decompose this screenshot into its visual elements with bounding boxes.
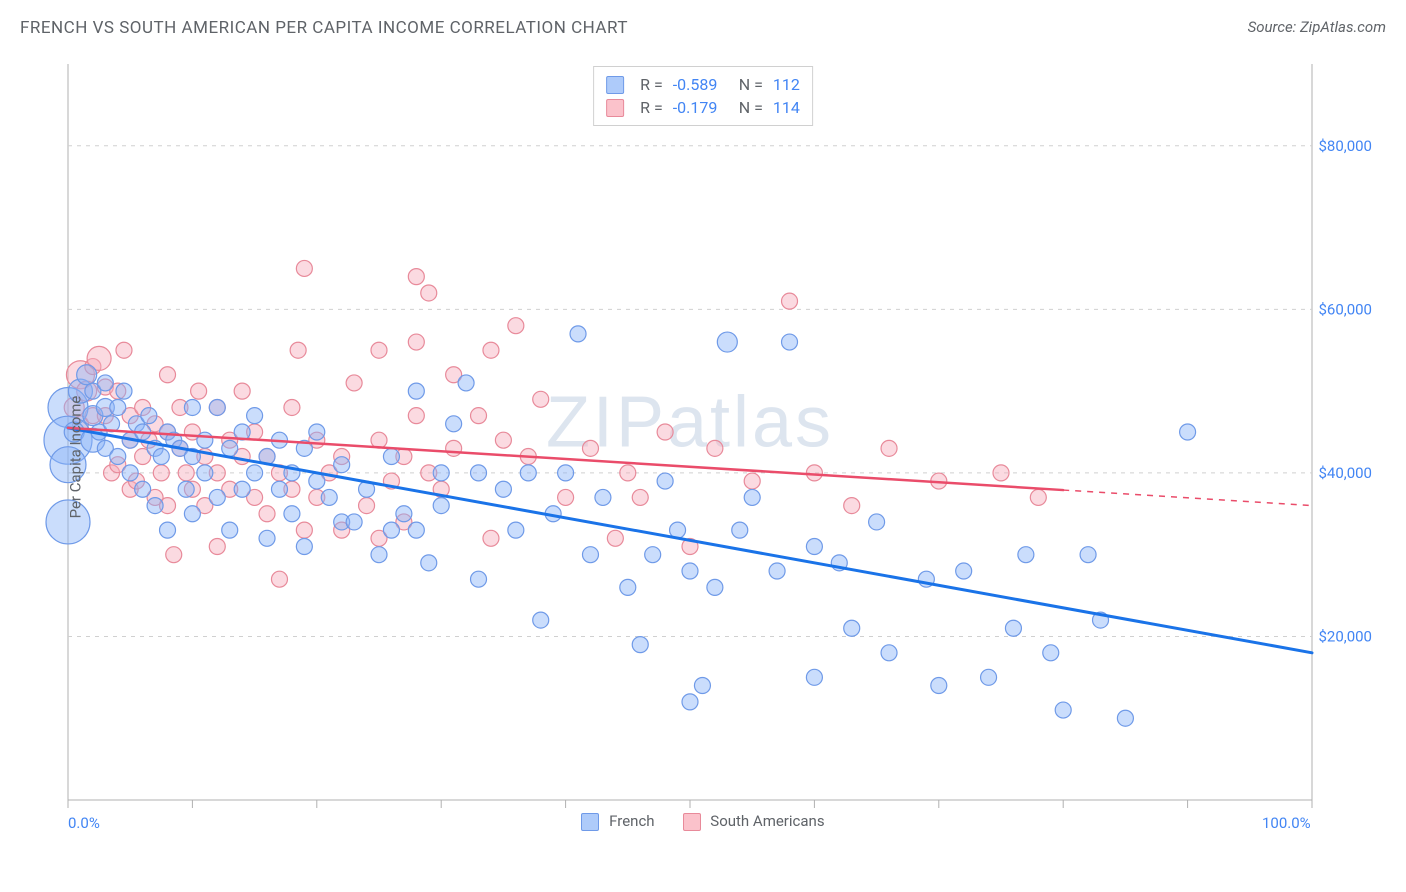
r-label: R = — [640, 98, 663, 117]
y-axis-label: Per Capita Income — [66, 396, 84, 519]
n-label: N = — [739, 98, 763, 117]
correlation-scatter-chart: $20,000$40,000$60,000$80,000ZIPatlas — [20, 52, 1386, 862]
stats-legend-row: R = -0.589 N = 112 — [606, 73, 800, 96]
svg-text:$80,000: $80,000 — [1318, 137, 1372, 155]
legend-label-french: French — [609, 812, 654, 830]
source-attribution: Source: ZipAtlas.com — [1248, 18, 1386, 36]
r-value: -0.589 — [673, 75, 729, 94]
stats-swatch — [606, 76, 624, 94]
x-max-label: 100.0% — [1262, 814, 1311, 832]
r-value: -0.179 — [673, 98, 729, 117]
legend-item-french: French — [581, 812, 654, 831]
svg-text:$60,000: $60,000 — [1318, 300, 1372, 318]
legend-swatch-french — [581, 813, 599, 831]
n-value: 112 — [773, 75, 800, 94]
chart-container: Per Capita Income $20,000 $40,000 $60,000 $… — [20, 52, 1386, 862]
page-title: FRENCH VS SOUTH AMERICAN PER CAPITA INCO… — [20, 18, 628, 38]
legend-label-south-americans: South Americans — [710, 812, 824, 830]
legend-swatch-south-americans — [683, 813, 701, 831]
n-value: 114 — [773, 98, 800, 117]
stats-legend-row: R = -0.179 N = 114 — [606, 96, 800, 119]
n-label: N = — [739, 75, 763, 94]
stats-legend-box: R = -0.589 N = 112 R = -0.179 N = 114 — [593, 66, 813, 126]
stats-swatch — [606, 99, 624, 117]
series-legend: French South Americans — [20, 812, 1386, 831]
x-min-label: 0.0% — [68, 814, 100, 832]
svg-text:$40,000: $40,000 — [1318, 464, 1372, 482]
svg-text:$20,000: $20,000 — [1318, 627, 1372, 645]
legend-item-south-americans: South Americans — [683, 812, 825, 831]
r-label: R = — [640, 75, 663, 94]
